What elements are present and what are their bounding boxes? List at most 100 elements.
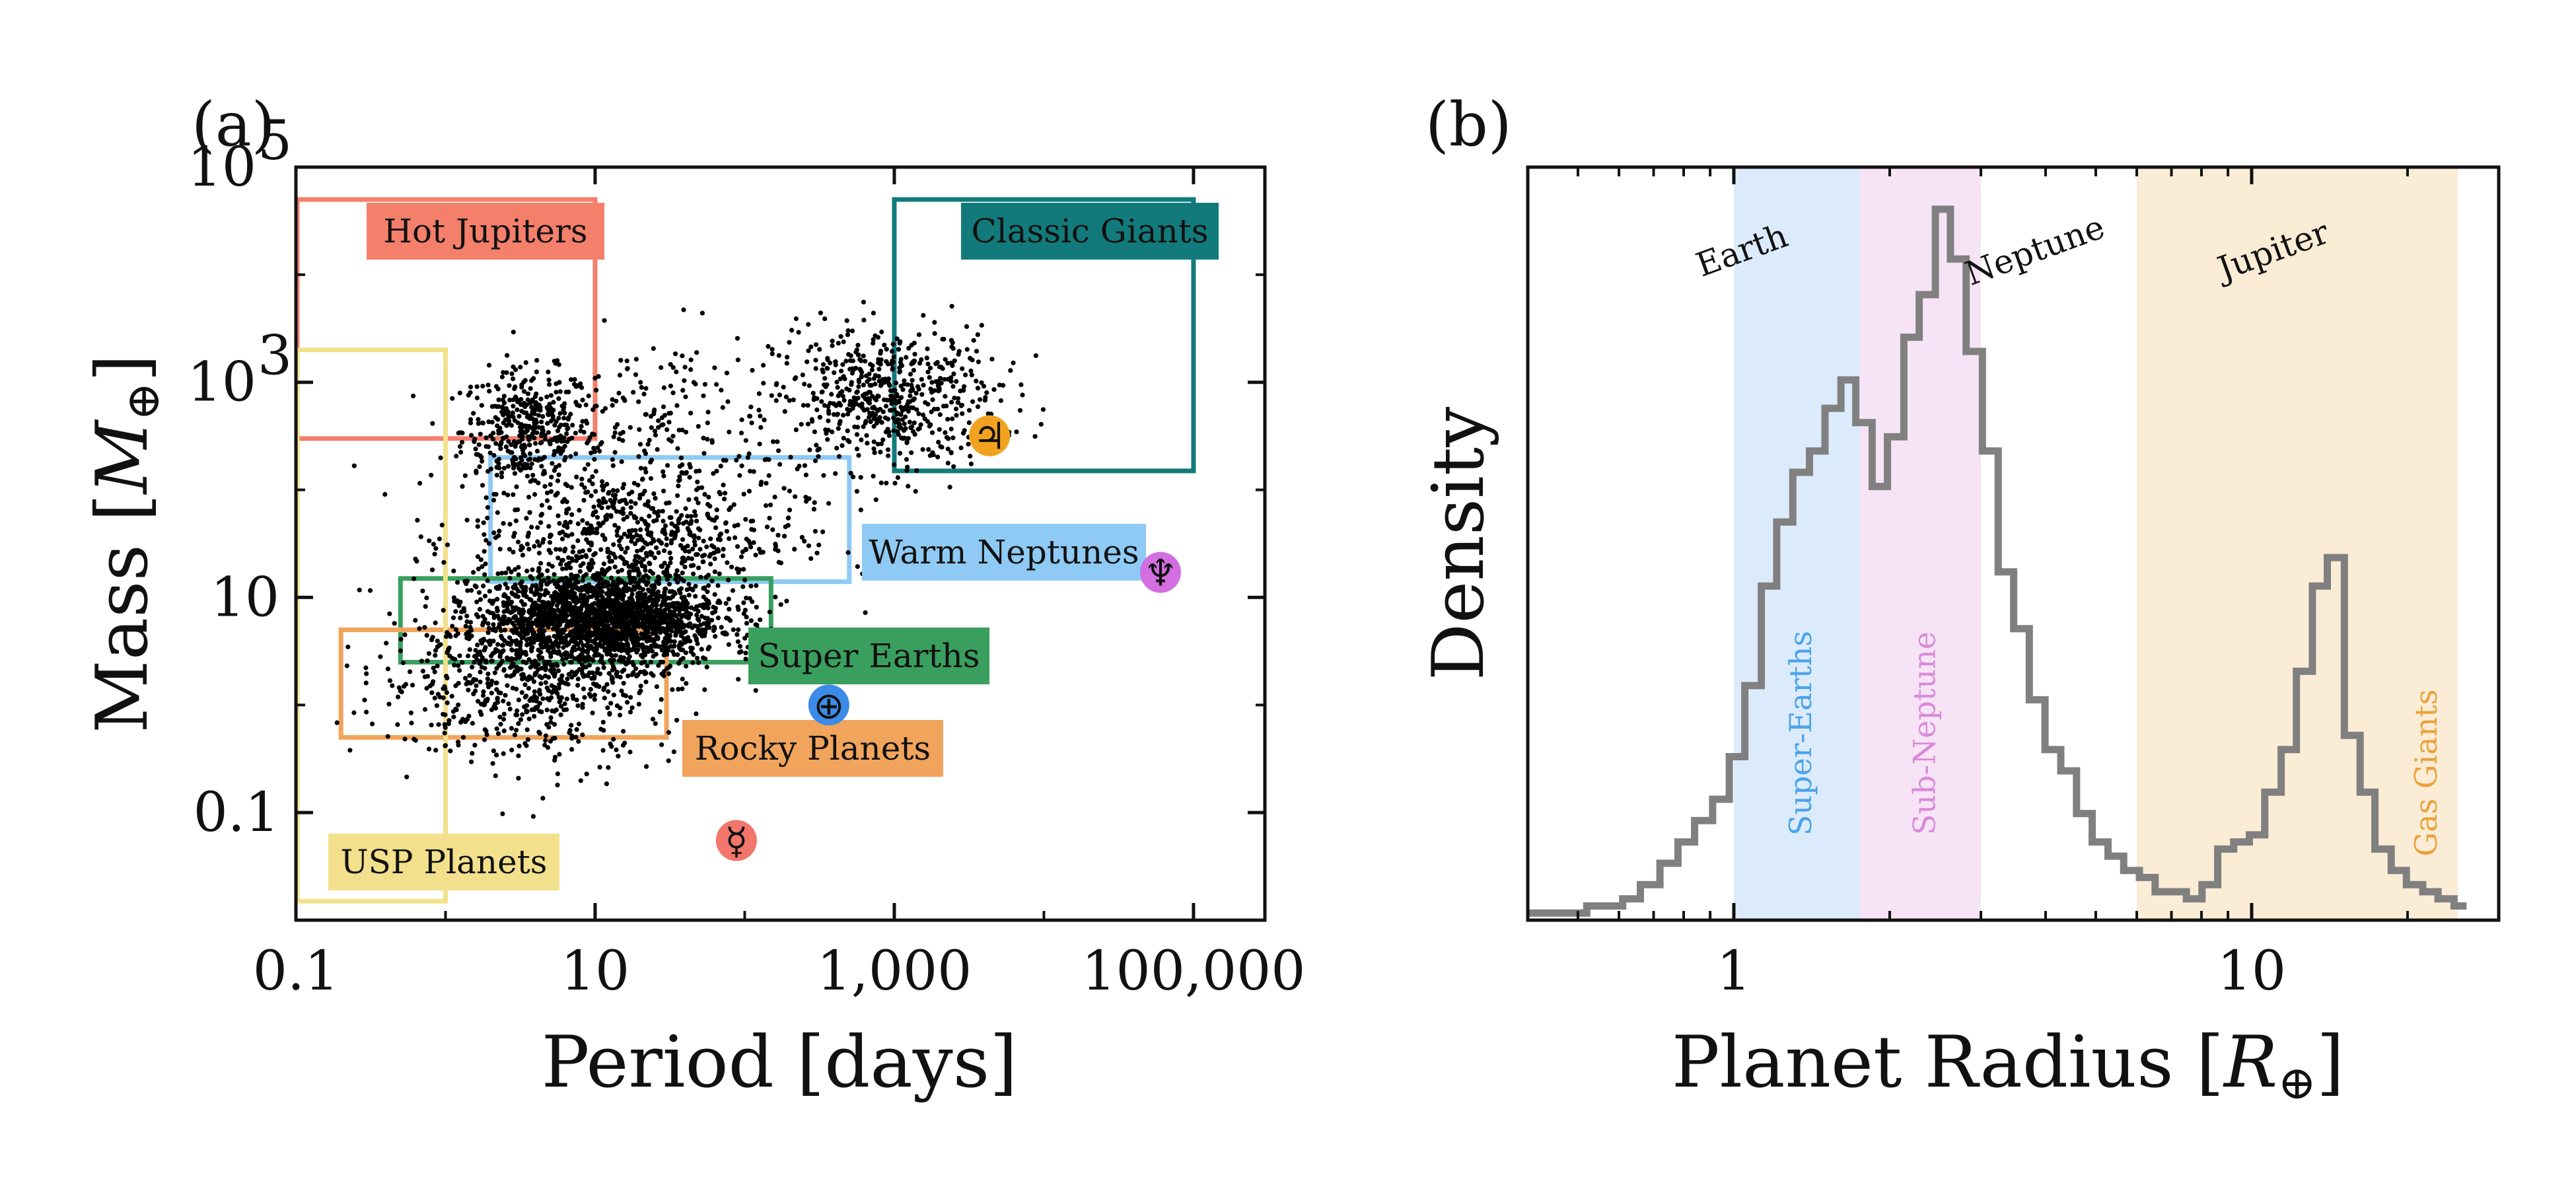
scatter-point bbox=[913, 390, 919, 396]
scatter-point bbox=[512, 418, 518, 423]
scatter-point bbox=[482, 532, 487, 537]
scatter-point bbox=[616, 437, 622, 442]
scatter-point bbox=[450, 709, 456, 714]
scatter-point bbox=[596, 585, 602, 591]
scatter-point bbox=[451, 595, 457, 600]
scatter-point bbox=[895, 475, 900, 480]
scatter-point bbox=[880, 437, 886, 443]
scatter-point bbox=[688, 514, 694, 519]
scatter-point bbox=[594, 515, 600, 520]
scatter-point bbox=[519, 544, 524, 549]
scatter-point bbox=[463, 624, 468, 629]
scatter-point bbox=[411, 576, 417, 581]
scatter-point bbox=[450, 615, 456, 620]
scatter-point bbox=[601, 496, 606, 501]
scatter-point bbox=[793, 375, 799, 380]
scatter-point bbox=[677, 612, 682, 617]
scatter-point bbox=[610, 403, 615, 408]
scatter-point bbox=[457, 444, 463, 449]
scatter-point bbox=[821, 362, 826, 367]
scatter-point bbox=[579, 476, 585, 482]
scatter-point bbox=[666, 671, 672, 676]
scatter-point bbox=[489, 419, 495, 425]
scatter-point bbox=[677, 645, 682, 650]
scatter-point bbox=[575, 642, 581, 647]
scatter-point bbox=[571, 696, 576, 702]
scatter-point bbox=[800, 373, 805, 378]
scatter-point bbox=[558, 422, 563, 427]
scatter-point bbox=[518, 547, 524, 553]
scatter-point bbox=[530, 431, 536, 436]
scatter-point bbox=[706, 583, 711, 589]
scatter-point bbox=[878, 441, 884, 447]
scatter-point bbox=[739, 463, 744, 468]
scatter-point bbox=[686, 581, 692, 587]
scatter-point bbox=[524, 414, 530, 419]
scatter-point bbox=[916, 332, 922, 338]
scatter-point bbox=[867, 377, 872, 382]
scatter-point bbox=[482, 727, 487, 733]
scatter-point bbox=[906, 484, 911, 489]
scatter-point bbox=[648, 616, 654, 622]
scatter-point bbox=[666, 626, 672, 631]
scatter-point bbox=[808, 344, 814, 349]
scatter-point bbox=[535, 539, 540, 544]
scatter-point bbox=[561, 600, 567, 606]
scatter-point bbox=[910, 378, 915, 383]
scatter-point bbox=[525, 391, 531, 396]
scatter-point bbox=[685, 526, 690, 531]
scatter-point bbox=[637, 442, 643, 447]
scatter-point bbox=[945, 417, 950, 422]
scatter-point bbox=[577, 630, 582, 635]
scatter-point bbox=[644, 526, 650, 532]
scatter-point bbox=[647, 637, 652, 642]
scatter-point bbox=[635, 548, 640, 554]
scatter-point bbox=[723, 521, 729, 526]
scatter-point bbox=[975, 332, 980, 338]
panel-b-frame bbox=[1526, 165, 2501, 922]
scatter-point bbox=[536, 729, 542, 735]
scatter-point bbox=[524, 474, 530, 479]
scatter-point bbox=[625, 700, 630, 705]
scatter-point bbox=[500, 397, 505, 403]
scatter-point bbox=[594, 526, 600, 532]
scatter-point bbox=[528, 611, 533, 616]
scatter-point bbox=[871, 446, 877, 452]
scatter-point bbox=[592, 641, 598, 646]
scatter-point bbox=[736, 454, 742, 459]
scatter-point bbox=[684, 681, 689, 686]
scatter-point bbox=[532, 419, 537, 425]
scatter-point bbox=[548, 654, 554, 659]
scatter-point bbox=[523, 360, 528, 365]
region-box-classic-giants bbox=[892, 197, 1196, 474]
scatter-point bbox=[553, 590, 558, 595]
scatter-point bbox=[792, 546, 797, 552]
scatter-point bbox=[948, 375, 954, 380]
scatter-point bbox=[501, 370, 506, 375]
scatter-point bbox=[558, 712, 563, 717]
scatter-point bbox=[563, 565, 569, 571]
scatter-point bbox=[629, 489, 635, 495]
scatter-point bbox=[896, 398, 901, 404]
scatter-point bbox=[410, 682, 415, 688]
scatter-point bbox=[530, 576, 535, 581]
scatter-point bbox=[546, 575, 551, 581]
scatter-point bbox=[617, 373, 623, 378]
scatter-point bbox=[564, 431, 569, 437]
scatter-point bbox=[480, 420, 486, 426]
scatter-point bbox=[547, 439, 552, 444]
scatter-point bbox=[928, 422, 933, 427]
scatter-point bbox=[662, 560, 667, 566]
scatter-point bbox=[813, 366, 818, 371]
scatter-point bbox=[516, 775, 521, 781]
scatter-point bbox=[387, 678, 393, 683]
scatter-point bbox=[783, 394, 789, 400]
scatter-point bbox=[978, 397, 983, 402]
scatter-point bbox=[482, 549, 487, 554]
scatter-point bbox=[726, 577, 731, 583]
scatter-point bbox=[964, 347, 970, 352]
scatter-point bbox=[683, 506, 688, 511]
scatter-point bbox=[550, 460, 555, 466]
scatter-point bbox=[708, 536, 713, 542]
jupiter-symbol-icon: ♃ bbox=[973, 415, 1006, 458]
